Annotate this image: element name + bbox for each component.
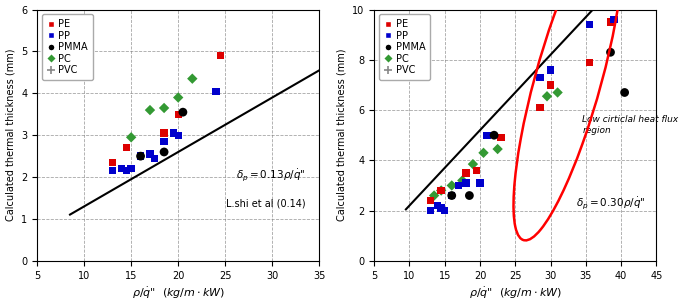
Point: [534, 105, 545, 110]
Point: [605, 20, 616, 25]
Point: [478, 208, 489, 213]
Point: [436, 188, 447, 193]
Point: [489, 133, 500, 138]
Point: [482, 133, 493, 138]
Text: Low cirticlal heat flux
region: Low cirticlal heat flux region: [582, 115, 679, 134]
Point: [514, 193, 525, 198]
Point: [135, 154, 146, 159]
Point: [187, 76, 198, 81]
Point: [506, 209, 517, 214]
Point: [149, 156, 160, 161]
Point: [173, 177, 184, 182]
Point: [446, 183, 457, 188]
Y-axis label: Calculated thermal thickness (mm): Calculated thermal thickness (mm): [6, 49, 15, 221]
Point: [121, 168, 132, 173]
Point: [144, 152, 155, 157]
Point: [496, 135, 507, 140]
Point: [534, 75, 545, 80]
Point: [173, 112, 184, 117]
Point: [154, 181, 165, 186]
Point: [126, 135, 137, 140]
Point: [436, 206, 447, 211]
Point: [467, 162, 478, 167]
X-axis label: $\rho/\dot{q}$"  $(kg/m \cdot kW)$: $\rho/\dot{q}$" $(kg/m \cdot kW)$: [132, 286, 225, 301]
Point: [429, 193, 440, 198]
Point: [460, 170, 471, 175]
Point: [552, 90, 563, 95]
Point: [457, 178, 468, 183]
Point: [609, 17, 620, 22]
Point: [446, 193, 457, 198]
X-axis label: $\rho/\dot{q}$"  $(kg/m \cdot kW)$: $\rho/\dot{q}$" $(kg/m \cdot kW)$: [468, 286, 562, 301]
Point: [224, 150, 235, 154]
Point: [464, 193, 475, 198]
Point: [471, 168, 482, 173]
Point: [545, 83, 556, 87]
Text: $\delta_p = 0.30\rho/\dot{q}$": $\delta_p = 0.30\rho/\dot{q}$": [576, 195, 646, 211]
Point: [492, 204, 503, 209]
Point: [158, 150, 169, 154]
Point: [584, 22, 595, 27]
Text: L.shi et al (0.14): L.shi et al (0.14): [226, 198, 305, 208]
Point: [467, 212, 478, 217]
Point: [116, 166, 127, 171]
Point: [107, 168, 118, 173]
Point: [545, 68, 556, 72]
Point: [478, 150, 489, 155]
Point: [192, 166, 203, 171]
Point: [107, 160, 118, 165]
Point: [425, 208, 436, 213]
Point: [605, 50, 616, 55]
Point: [475, 181, 486, 185]
Point: [446, 193, 457, 198]
Point: [220, 175, 231, 180]
Point: [158, 139, 169, 144]
Point: [126, 166, 137, 171]
Point: [135, 154, 146, 159]
Point: [492, 146, 503, 151]
Point: [460, 181, 471, 185]
Point: [215, 53, 226, 58]
Point: [541, 94, 552, 99]
Legend: PE, PP, PMMA, PC, PVC: PE, PP, PMMA, PC, PVC: [379, 14, 430, 80]
Point: [168, 131, 179, 136]
Point: [210, 89, 221, 94]
Point: [158, 131, 169, 136]
Point: [173, 95, 184, 100]
Point: [178, 110, 189, 115]
Point: [439, 208, 450, 213]
Point: [584, 60, 595, 65]
Point: [619, 90, 630, 95]
Point: [453, 183, 464, 188]
Legend: PE, PP, PMMA, PC, PVC: PE, PP, PMMA, PC, PVC: [42, 14, 93, 80]
Point: [121, 145, 132, 150]
Point: [144, 108, 155, 113]
Y-axis label: Calculated thermal thickness (mm): Calculated thermal thickness (mm): [337, 49, 346, 221]
Point: [158, 106, 169, 111]
Point: [436, 188, 447, 193]
Point: [173, 133, 184, 138]
Point: [425, 198, 436, 203]
Point: [432, 203, 443, 208]
Text: $\delta_p = 0.13\rho/\dot{q}$": $\delta_p = 0.13\rho/\dot{q}$": [236, 168, 305, 183]
